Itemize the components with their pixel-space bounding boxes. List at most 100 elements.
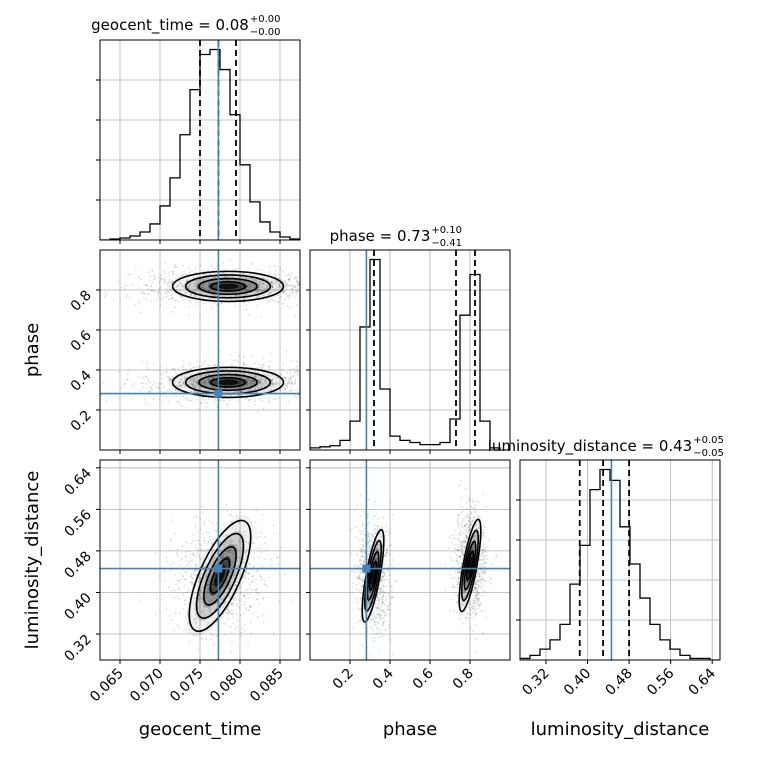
scatter-point — [237, 556, 239, 559]
scatter-point — [260, 547, 262, 550]
scatter-point — [369, 537, 371, 540]
scatter-point — [216, 280, 218, 282]
scatter-point — [453, 591, 456, 594]
scatter-point — [462, 532, 465, 535]
scatter-point — [183, 375, 186, 378]
scatter-point — [172, 628, 175, 631]
scatter-point — [262, 620, 265, 623]
scatter-point — [382, 594, 385, 597]
scatter-point — [387, 608, 390, 610]
scatter-point — [463, 589, 465, 592]
scatter-point — [196, 286, 199, 288]
scatter-point — [207, 373, 210, 376]
scatter-point — [204, 374, 207, 377]
scatter-point — [277, 282, 279, 285]
scatter-point — [203, 379, 206, 382]
scatter-point — [286, 382, 289, 385]
scatter-point — [460, 562, 463, 564]
scatter-point — [194, 622, 197, 625]
scatter-point — [211, 306, 214, 309]
scatter-point — [367, 521, 370, 524]
scatter-point — [255, 280, 258, 283]
contour-level-1 — [203, 546, 237, 606]
scatter-point — [225, 540, 228, 542]
scatter-point — [199, 596, 202, 598]
scatter-point — [197, 283, 199, 285]
scatter-point — [305, 384, 307, 386]
scatter-point — [202, 286, 205, 289]
scatter-point — [263, 277, 266, 280]
scatter-point — [194, 294, 196, 297]
scatter-point — [467, 523, 470, 526]
scatter-point — [219, 350, 221, 353]
scatter-point — [295, 290, 297, 293]
scatter-point — [284, 293, 287, 295]
scatter-point — [375, 609, 378, 612]
scatter-point — [378, 603, 381, 606]
scatter-point — [261, 379, 264, 381]
scatter-point — [183, 271, 186, 273]
scatter-point — [344, 284, 346, 286]
scatter-point — [326, 378, 328, 380]
scatter-point — [475, 538, 478, 541]
scatter-point — [253, 369, 256, 372]
scatter-point — [243, 629, 246, 632]
scatter-point — [289, 377, 292, 380]
scatter-point — [275, 383, 278, 386]
scatter-point — [465, 540, 467, 543]
scatter-point — [379, 619, 381, 622]
scatter-point — [232, 602, 234, 605]
scatter-point — [264, 542, 266, 545]
scatter-point — [242, 595, 245, 597]
scatter-point — [207, 583, 210, 586]
scatter-point — [244, 289, 246, 291]
scatter-point — [173, 573, 176, 576]
scatter-point — [457, 522, 459, 525]
scatter-point — [205, 374, 207, 377]
scatter-point — [254, 377, 257, 379]
scatter-point — [294, 276, 296, 279]
scatter-point — [382, 598, 384, 601]
scatter-point — [294, 314, 297, 317]
scatter-point — [371, 535, 374, 537]
scatter-point — [471, 616, 474, 619]
scatter-point — [104, 292, 107, 295]
scatter-point — [482, 570, 485, 573]
scatter-point — [207, 276, 210, 279]
scatter-point — [126, 373, 129, 375]
scatter-point — [206, 278, 209, 281]
scatter-point — [470, 523, 473, 526]
scatter-point — [453, 533, 456, 536]
scatter-point — [382, 579, 385, 581]
scatter-point — [286, 372, 289, 374]
scatter-point — [208, 558, 211, 560]
scatter-point — [152, 363, 155, 365]
scatter-point — [479, 555, 482, 557]
scatter-point — [251, 589, 254, 592]
scatter-point — [250, 522, 253, 524]
scatter-point — [474, 605, 477, 608]
scatter-point — [164, 580, 166, 583]
scatter-point — [223, 622, 226, 625]
scatter-point — [247, 288, 250, 290]
scatter-point — [322, 393, 324, 395]
scatter-point — [478, 574, 481, 577]
scatter-point — [155, 598, 158, 601]
scatter-point — [205, 597, 208, 599]
scatter-point — [378, 588, 381, 591]
scatter-point — [461, 509, 464, 512]
scatter-point — [249, 605, 252, 608]
scatter-point — [129, 273, 132, 276]
scatter-point — [265, 287, 268, 289]
scatter-point — [237, 577, 240, 580]
scatter-point — [220, 597, 222, 600]
scatter-point — [264, 536, 266, 539]
scatter-point — [475, 595, 477, 598]
scatter-point — [275, 381, 278, 384]
scatter-point — [173, 265, 176, 268]
scatter-point — [245, 289, 248, 292]
panel-phase-luminosity_distance-frame — [309, 459, 511, 661]
scatter-point — [201, 601, 203, 603]
scatter-point — [201, 549, 204, 552]
scatter-point — [473, 602, 476, 605]
